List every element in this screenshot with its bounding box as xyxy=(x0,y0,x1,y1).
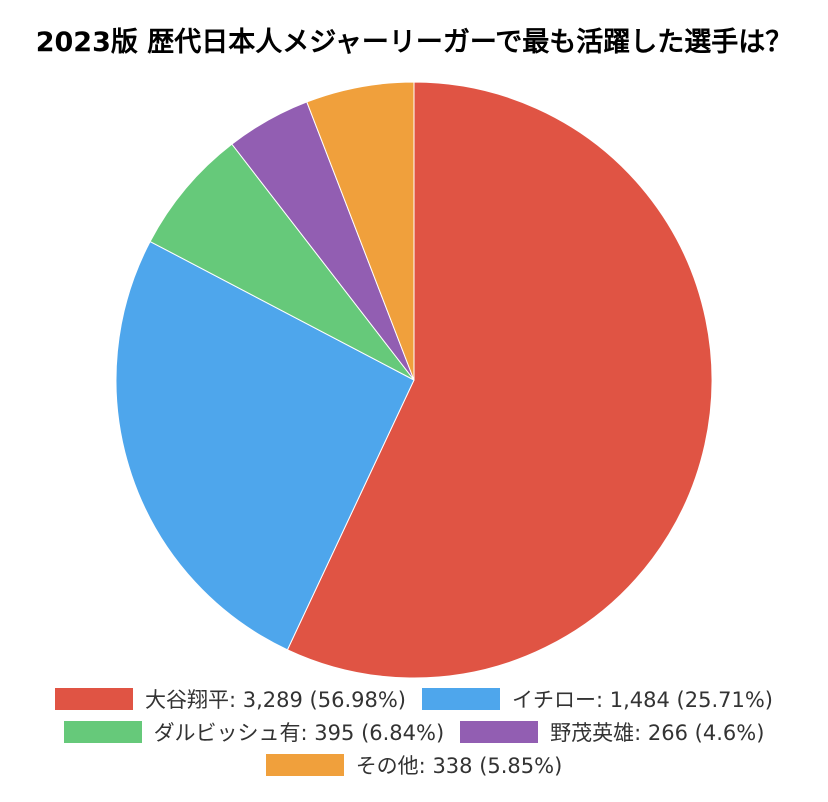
pie-slice-3[interactable] xyxy=(149,143,415,381)
legend-swatch xyxy=(54,688,133,710)
legend-label: その他: 338 (5.85%) xyxy=(355,754,563,778)
legend-label: ダルビッシュ有: 395 (6.84%) xyxy=(153,721,445,745)
legend-item[interactable]: ダルビッシュ有: 395 (6.84%) xyxy=(63,717,445,747)
legend-swatch xyxy=(460,721,539,743)
legend-item[interactable]: 野茂英雄: 266 (4.6%) xyxy=(460,717,764,747)
legend: 大谷翔平: 3,289 (56.98%) イチロー: 1,484 (25.71%… xyxy=(0,684,828,783)
legend-row-2: ダルビッシュ有: 395 (6.84%) 野茂英雄: 266 (4.6%) xyxy=(0,717,828,747)
legend-label: イチロー: 1,484 (25.71%) xyxy=(512,688,774,712)
pie-slices xyxy=(115,81,713,679)
legend-label: 大谷翔平: 3,289 (56.98%) xyxy=(144,688,406,712)
legend-swatch xyxy=(265,754,344,776)
legend-swatch xyxy=(63,721,142,743)
pie-slice-2[interactable] xyxy=(115,240,415,651)
legend-swatch xyxy=(422,688,500,710)
chart-title: 2023版 歴代日本人メジャーリーガーで最も活躍した選手は？ xyxy=(35,27,793,58)
pie-slice-5[interactable] xyxy=(306,81,415,381)
pie-chart xyxy=(115,81,713,679)
legend-row-1: 大谷翔平: 3,289 (56.98%) イチロー: 1,484 (25.71%… xyxy=(0,684,828,714)
legend-item[interactable]: イチロー: 1,484 (25.71%) xyxy=(422,684,773,714)
legend-item[interactable]: 大谷翔平: 3,289 (56.98%) xyxy=(54,684,406,714)
legend-label: 野茂英雄: 266 (4.6%) xyxy=(550,721,765,745)
legend-item[interactable]: その他: 338 (5.85%) xyxy=(265,750,563,780)
pie-slice-1[interactable] xyxy=(286,81,713,679)
legend-row-3: その他: 338 (5.85%) xyxy=(0,750,828,780)
